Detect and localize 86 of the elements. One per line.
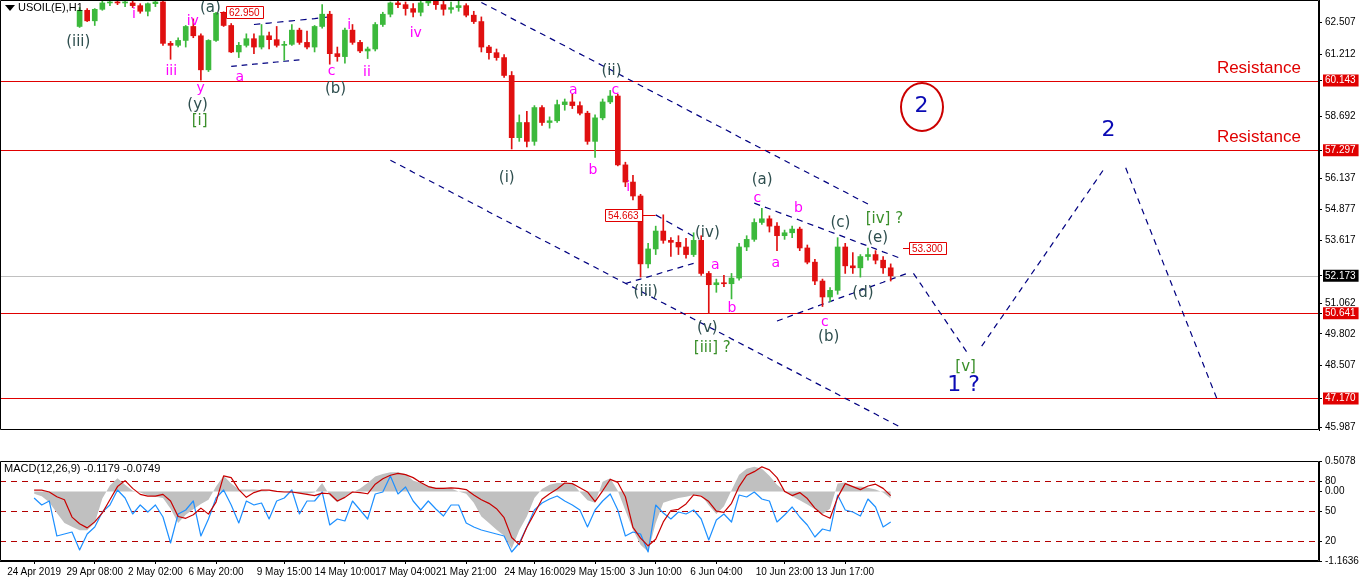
annotation: a: [771, 253, 781, 270]
x-tick-label: 24 May 16:00: [504, 565, 566, 577]
annotation: b: [588, 161, 598, 178]
annotation: 62.950: [229, 6, 261, 18]
annotation: 53.300: [912, 242, 944, 254]
line-series: [655, 214, 695, 238]
annotation: b: [727, 299, 737, 315]
y-tick-label: 58.692: [1325, 109, 1357, 121]
line-series: [1125, 167, 1218, 399]
annotation: a: [235, 67, 244, 84]
annotation: iii: [165, 62, 178, 79]
annotation: (y): [187, 94, 208, 113]
annotation: (a): [751, 170, 773, 188]
annotation: a: [710, 255, 720, 272]
x-tick-label: 6 Jun 04:00: [690, 565, 743, 577]
annotation: b: [793, 199, 803, 216]
annotation: (ii): [601, 60, 622, 79]
annotation: (iv): [694, 222, 720, 241]
x-tick-label: 17 May 04:00: [375, 565, 437, 577]
y-tick-label: -1.1636: [1325, 554, 1360, 566]
candlestick: [448, 1, 454, 14]
y-tick-label: 48.507: [1325, 359, 1357, 371]
annotation: 2: [1101, 115, 1116, 141]
annotation: i: [347, 16, 352, 33]
line-series: [624, 262, 695, 285]
annotation: (b): [818, 327, 840, 346]
x-tick-label: 29 Apr 08:00: [66, 565, 124, 577]
y-tick-label: 52.173: [1325, 269, 1357, 281]
annotation: y: [196, 79, 205, 96]
annotation: (c): [830, 213, 851, 232]
annotation: [iv] ?: [865, 208, 904, 227]
annotation: c: [753, 188, 762, 205]
y-tick-label: 60.143: [1325, 74, 1357, 86]
x-tick-label: 24 Apr 2019: [7, 565, 62, 577]
line-series: [230, 59, 301, 67]
annotation: 54.663: [608, 209, 640, 221]
y-tick-label: 0.00: [1325, 485, 1345, 497]
x-tick-label: 14 May 10:00: [314, 565, 376, 577]
x-tick-label: 10 Jun 23:00: [755, 565, 814, 577]
y-tick-label: 62.507: [1325, 16, 1357, 28]
ref-line-label: Resistance: [1216, 58, 1301, 77]
annotation: iv: [186, 12, 199, 29]
x-tick-label: 21 May 21:00: [435, 565, 497, 577]
ref-line-label: Resistance: [1216, 127, 1301, 146]
x-tick-label: 6 May 20:00: [188, 565, 244, 577]
annotation: (b): [324, 79, 347, 98]
chart-title: MACD(12,26,9) -0.1179 -0.0749: [4, 462, 161, 475]
chart-title: USOIL(E),H1: [18, 1, 83, 14]
annotation: (d): [852, 283, 874, 302]
annotation: (iii): [66, 32, 91, 51]
annotation: ii: [362, 63, 371, 80]
line-series: [912, 272, 968, 353]
annotation: (a): [199, 0, 221, 17]
annotation: c: [327, 62, 336, 79]
y2-tick-label: 80: [1325, 475, 1337, 487]
y-tick-label: 45.987: [1325, 421, 1357, 433]
line-series: [981, 169, 1104, 347]
annotation: (e): [867, 227, 889, 246]
annotation: [iii] ?: [693, 337, 731, 356]
y2-tick-label: 20: [1325, 535, 1337, 547]
x-tick-label: 13 Jun 17:00: [816, 565, 875, 577]
annotation: a: [569, 81, 578, 98]
annotation: 2: [914, 92, 929, 118]
y-tick-label: 50.641: [1325, 307, 1357, 319]
annotation: (iii): [633, 282, 658, 301]
y-tick-label: 0.5078: [1325, 454, 1357, 466]
x-tick-label: 29 May 15:00: [564, 565, 626, 577]
y-tick-label: 57.297: [1325, 144, 1357, 156]
annotation: c: [820, 313, 829, 330]
x-tick-label: 9 May 15:00: [256, 565, 313, 577]
x-tick-label: 3 Jun 10:00: [629, 565, 683, 577]
annotation: c: [611, 81, 620, 98]
annotation: iv: [409, 23, 422, 40]
y-tick-label: 51.062: [1325, 296, 1357, 308]
y-tick-label: 53.617: [1325, 234, 1357, 246]
annotation: (i): [498, 168, 515, 187]
y2-tick-label: 50: [1325, 505, 1337, 517]
y-tick-label: 49.802: [1325, 327, 1357, 339]
y-tick-label: 47.170: [1325, 392, 1357, 404]
y-tick-label: 56.137: [1325, 172, 1357, 184]
annotation: i: [626, 178, 631, 195]
annotation: i: [132, 4, 136, 21]
y-tick-label: 54.877: [1325, 203, 1357, 215]
x-tick-label: 2 May 02:00: [127, 565, 184, 577]
y-tick-label: 61.212: [1325, 48, 1357, 60]
annotation: (v): [697, 318, 718, 337]
